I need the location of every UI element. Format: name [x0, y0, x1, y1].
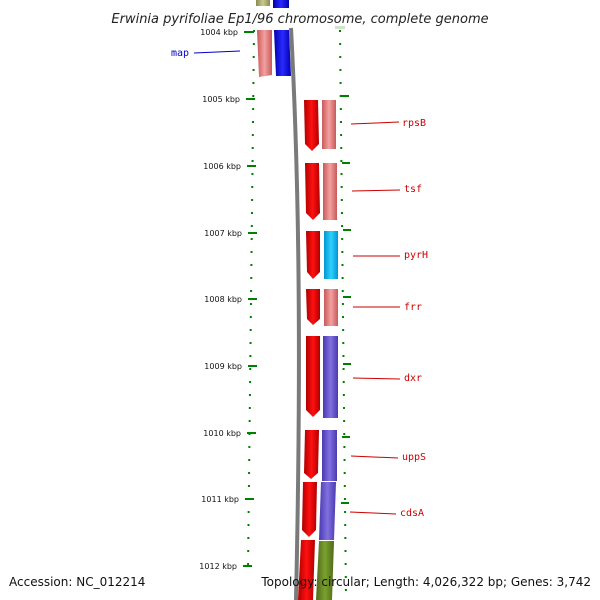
map-title: Erwinia pyrifoliae Ep1/96 chromosome, co… [111, 12, 488, 27]
kbp-label: 1008 kbp [204, 295, 242, 304]
right-major-ticks [341, 95, 351, 504]
gene-label-uppS[interactable]: uppS [402, 452, 426, 463]
gene-track[interactable] [316, 100, 338, 600]
gene-label-dxr[interactable]: dxr [404, 373, 422, 384]
gene-block-rpsB[interactable] [322, 100, 336, 149]
gene-block-dxr[interactable] [323, 336, 338, 418]
gene-label-rpsB[interactable]: rpsB [402, 118, 426, 129]
kbp-label: 1006 kbp [203, 162, 241, 171]
leader-line [350, 455, 399, 459]
genome-backbone [289, 27, 301, 600]
leader-line [351, 189, 401, 192]
cds-arrow-frr[interactable] [306, 289, 320, 325]
gene-label-cdsA[interactable]: cdsA [400, 508, 424, 519]
cds-arrow-cdsA[interactable] [302, 482, 317, 537]
gene-label-pyrH[interactable]: pyrH [404, 250, 428, 261]
kbp-label: 1010 kbp [203, 429, 241, 438]
gene-feature-olive[interactable] [256, 0, 270, 6]
cds-arrow-next[interactable] [298, 540, 315, 600]
map-label-group[interactable]: map [171, 48, 241, 59]
cds-arrow-uppS[interactable] [304, 430, 319, 479]
cds-arrow-rpsB[interactable] [304, 100, 319, 151]
gene-block-frr[interactable] [324, 289, 338, 326]
map-gene-label[interactable]: map [171, 48, 189, 59]
leader-line [350, 121, 400, 125]
kbp-label: 1011 kbp [201, 495, 239, 504]
cds-track[interactable] [298, 100, 320, 600]
kbp-label: 1004 kbp [200, 28, 238, 37]
gene-labels[interactable]: rpsB tsf pyrH frr dxr uppS cdsA [349, 118, 428, 519]
right-dotted-ruler [339, 29, 347, 599]
gene-block-uppS[interactable] [322, 430, 337, 481]
cds-arrow-dxr[interactable] [306, 336, 320, 417]
gene-label-frr[interactable]: frr [404, 302, 422, 313]
cds-arrow-pyrH[interactable] [306, 231, 320, 279]
map-leader-line [193, 50, 241, 54]
accession-text: Accession: NC_012214 [9, 575, 145, 589]
kbp-label: 1012 kbp [199, 562, 237, 571]
gene-block-pyrH[interactable] [324, 231, 338, 279]
leader-line [352, 377, 401, 380]
kbp-scale-labels: 1004 kbp 1005 kbp 1006 kbp 1007 kbp 1008… [199, 28, 242, 571]
gene-block-next[interactable] [316, 541, 334, 600]
kbp-label: 1009 kbp [204, 362, 242, 371]
kbp-label: 1007 kbp [204, 229, 242, 238]
gene-block-cdsA[interactable] [319, 482, 336, 540]
gene-feature-pink-map[interactable] [257, 30, 272, 77]
gene-feature-blue-map[interactable] [274, 30, 291, 76]
gene-feature-blue-top[interactable] [273, 0, 289, 8]
genome-summary-text: Topology: circular; Length: 4,026,322 bp… [260, 575, 591, 589]
cds-arrow-tsf[interactable] [305, 163, 320, 220]
gene-block-tsf[interactable] [323, 163, 337, 220]
gene-label-tsf[interactable]: tsf [404, 184, 422, 195]
reverse-strand-features[interactable] [256, 0, 291, 77]
track-end-marker [335, 26, 345, 29]
left-major-ticks [243, 31, 257, 567]
leader-line [349, 511, 397, 515]
kbp-label: 1005 kbp [202, 95, 240, 104]
